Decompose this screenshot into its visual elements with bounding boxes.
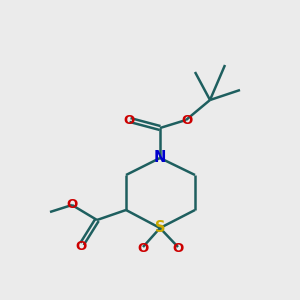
Text: O: O	[182, 113, 193, 127]
Text: O: O	[137, 242, 148, 256]
Text: N: N	[154, 151, 166, 166]
Text: O: O	[66, 197, 78, 211]
Text: O: O	[123, 113, 135, 127]
Text: S: S	[155, 220, 165, 236]
Text: O: O	[75, 239, 87, 253]
Text: O: O	[172, 242, 184, 256]
